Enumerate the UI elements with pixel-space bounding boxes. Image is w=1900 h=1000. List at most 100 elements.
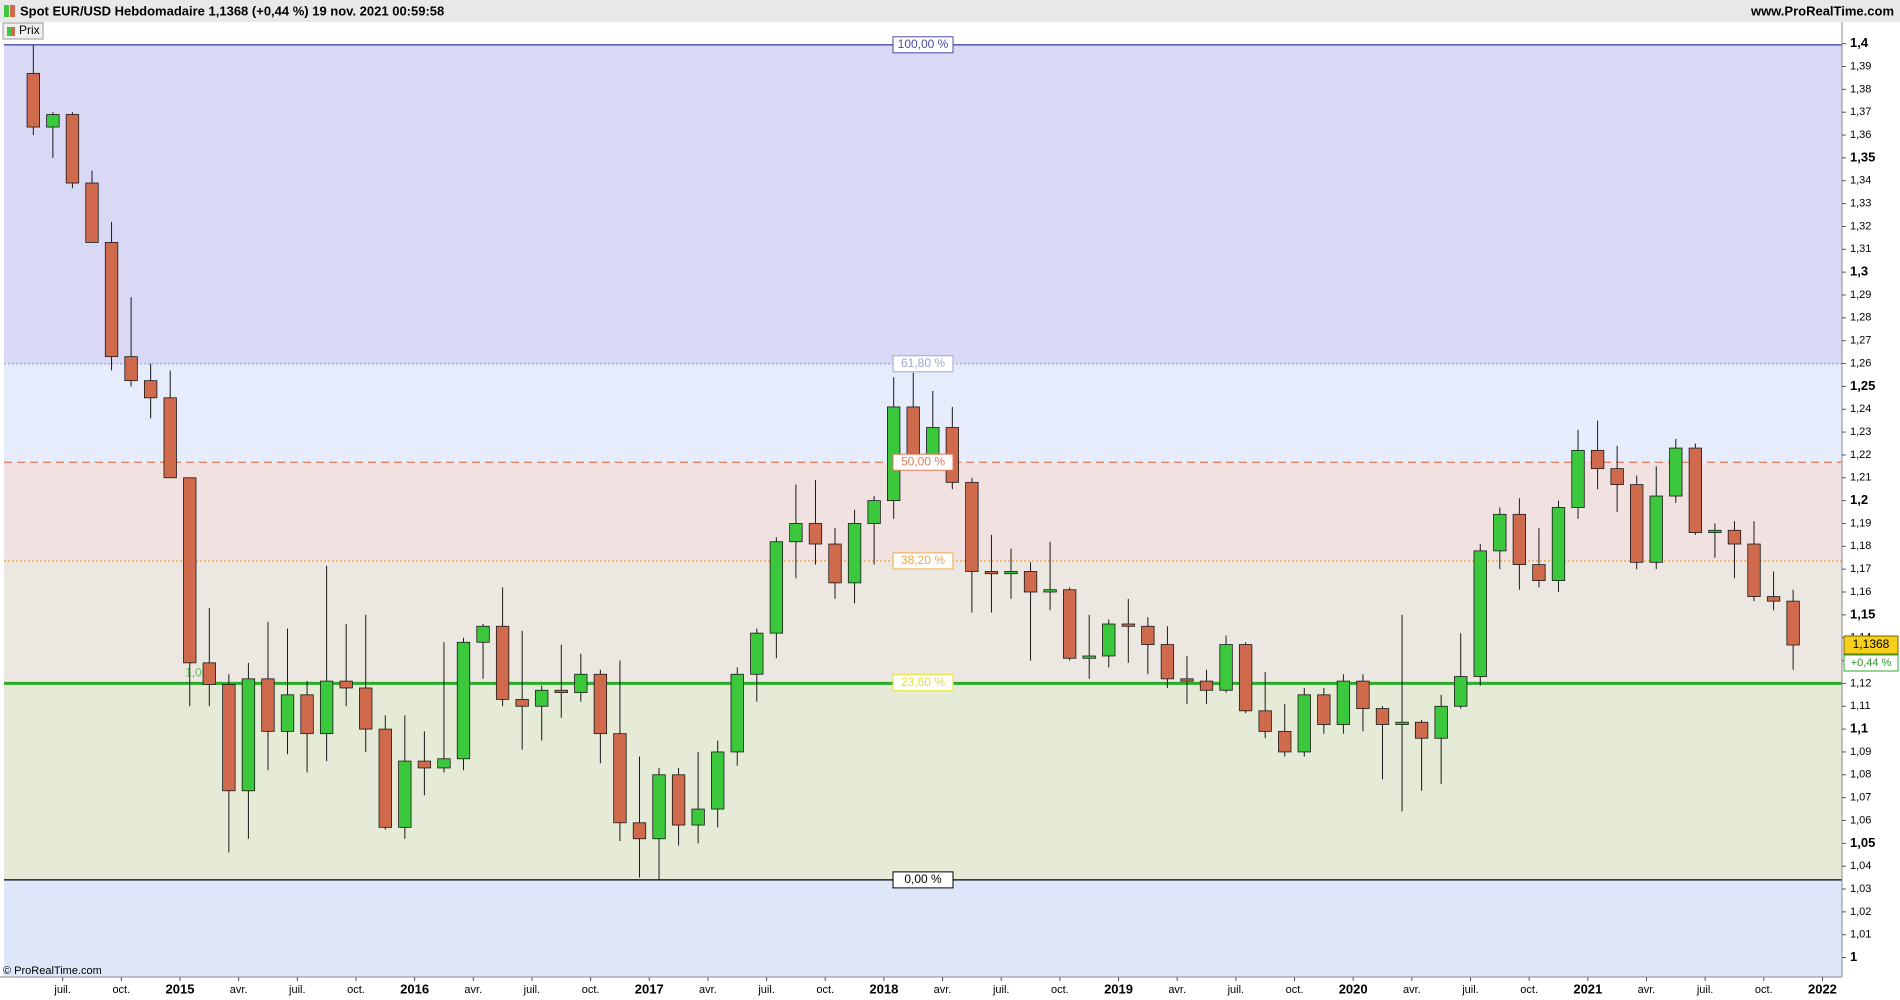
last-price: 1,1368 xyxy=(1853,637,1890,651)
candle-body xyxy=(1336,680,1351,725)
candle-body xyxy=(867,500,881,524)
candle-body xyxy=(1082,655,1096,659)
y-tick-label: 1,2 xyxy=(1850,492,1868,507)
x-tick-label: oct. xyxy=(112,984,130,996)
candle-body xyxy=(319,680,334,735)
candle-body xyxy=(241,678,256,792)
copyright: © ProRealTime.com xyxy=(3,965,102,977)
candle-body xyxy=(769,541,784,634)
y-tick-label: 1,38 xyxy=(1850,83,1871,95)
y-tick-label: 1,35 xyxy=(1850,149,1875,164)
y-tick-label: 1,39 xyxy=(1850,60,1871,72)
y-tick-label: 1,12 xyxy=(1850,677,1871,689)
x-tick-label: 2020 xyxy=(1339,981,1368,996)
change-box xyxy=(1843,654,1899,672)
y-tick-label: 1,19 xyxy=(1850,517,1871,529)
candle-body xyxy=(1160,644,1175,680)
chart-title: Spot EUR/USD Hebdomadaire 1,1368 (+0,44 … xyxy=(20,3,444,18)
candle-body xyxy=(1356,680,1370,709)
fib-label: 61,80 % xyxy=(901,356,945,370)
candle-body xyxy=(124,356,138,382)
candle-body xyxy=(926,427,940,458)
candle-body xyxy=(906,406,920,458)
y-tick-label: 1,06 xyxy=(1850,814,1871,826)
candle-body xyxy=(730,673,744,753)
fib-label: 50,00 % xyxy=(901,454,945,468)
x-tick-label: avr. xyxy=(1403,984,1421,996)
y-tick-label: 1,11 xyxy=(1850,700,1871,712)
candle-body xyxy=(222,684,236,792)
y-tick-label: 1,25 xyxy=(1850,378,1875,393)
candle-body xyxy=(183,477,197,664)
x-tick-label: oct. xyxy=(582,984,600,996)
x-tick-label: oct. xyxy=(347,984,365,996)
candle-body xyxy=(1571,449,1585,508)
candle-body xyxy=(1708,529,1722,534)
candle-body xyxy=(85,182,99,243)
y-tick-label: 1,31 xyxy=(1850,243,1871,255)
candle-body xyxy=(574,673,588,693)
x-tick-label: juil. xyxy=(523,984,541,996)
fib-label-box xyxy=(892,36,954,54)
y-tick-label: 1,33 xyxy=(1850,197,1871,209)
candle-body xyxy=(1180,678,1194,682)
y-tick-label: 1,07 xyxy=(1850,792,1871,804)
candle-body xyxy=(261,678,275,732)
x-tick-label: 2016 xyxy=(400,981,429,996)
candle-body xyxy=(1258,710,1272,732)
candle-body xyxy=(1062,589,1077,659)
candle-body xyxy=(1747,543,1761,597)
x-tick-label: oct. xyxy=(1051,984,1069,996)
candle-body xyxy=(1395,721,1409,725)
change: +0,44 % xyxy=(1851,657,1892,669)
y-tick-label: 1,02 xyxy=(1850,906,1871,918)
icon xyxy=(10,5,15,17)
y-tick-label: 1,3 xyxy=(1850,264,1868,279)
fib-label-box xyxy=(892,674,954,692)
candle-body xyxy=(1669,447,1683,497)
fib-label: 23,60 % xyxy=(901,675,945,689)
candle-body xyxy=(1610,468,1624,486)
y-tick-label: 1,08 xyxy=(1850,769,1871,781)
y-tick-label: 1,17 xyxy=(1850,563,1871,575)
y-tick-label: 1,24 xyxy=(1850,403,1871,415)
fib-label-box xyxy=(892,453,954,471)
candle-body xyxy=(143,380,158,399)
y-tick-label: 1,22 xyxy=(1850,449,1871,461)
candle-body xyxy=(593,673,608,735)
x-tick-label: 2018 xyxy=(869,981,898,996)
x-tick-label: avr. xyxy=(1638,984,1656,996)
x-tick-label: 2017 xyxy=(635,981,664,996)
candle-body xyxy=(1102,623,1116,657)
candle-body xyxy=(202,662,216,685)
candle-body xyxy=(1532,564,1546,581)
candle-body xyxy=(1317,694,1331,725)
legend-icon xyxy=(11,27,15,36)
x-tick-label: juil. xyxy=(288,984,306,996)
candle-body xyxy=(1414,721,1429,739)
candle-body xyxy=(1590,449,1605,470)
x-tick-label: juil. xyxy=(1461,984,1479,996)
candle-body xyxy=(1238,644,1253,712)
fib-zone xyxy=(4,462,1842,561)
candle-body xyxy=(280,694,295,732)
candle-body xyxy=(476,625,490,643)
fib-label-box xyxy=(892,871,954,889)
candle-body xyxy=(65,114,80,184)
candle-body xyxy=(535,689,549,707)
x-tick-label: juil. xyxy=(1696,984,1714,996)
candle-body xyxy=(515,698,529,707)
candle-body xyxy=(1473,550,1487,677)
fib-zone xyxy=(4,879,1842,977)
x-tick-label: oct. xyxy=(816,984,834,996)
candle-body xyxy=(711,751,725,810)
candle-body xyxy=(1375,708,1390,725)
y-tick-label: 1,04 xyxy=(1850,860,1871,872)
x-tick-label: avr. xyxy=(934,984,952,996)
x-tick-label: 2015 xyxy=(166,981,195,996)
legend-icon xyxy=(7,27,11,36)
candle-body xyxy=(104,242,119,358)
y-tick-label: 1,37 xyxy=(1850,106,1871,118)
